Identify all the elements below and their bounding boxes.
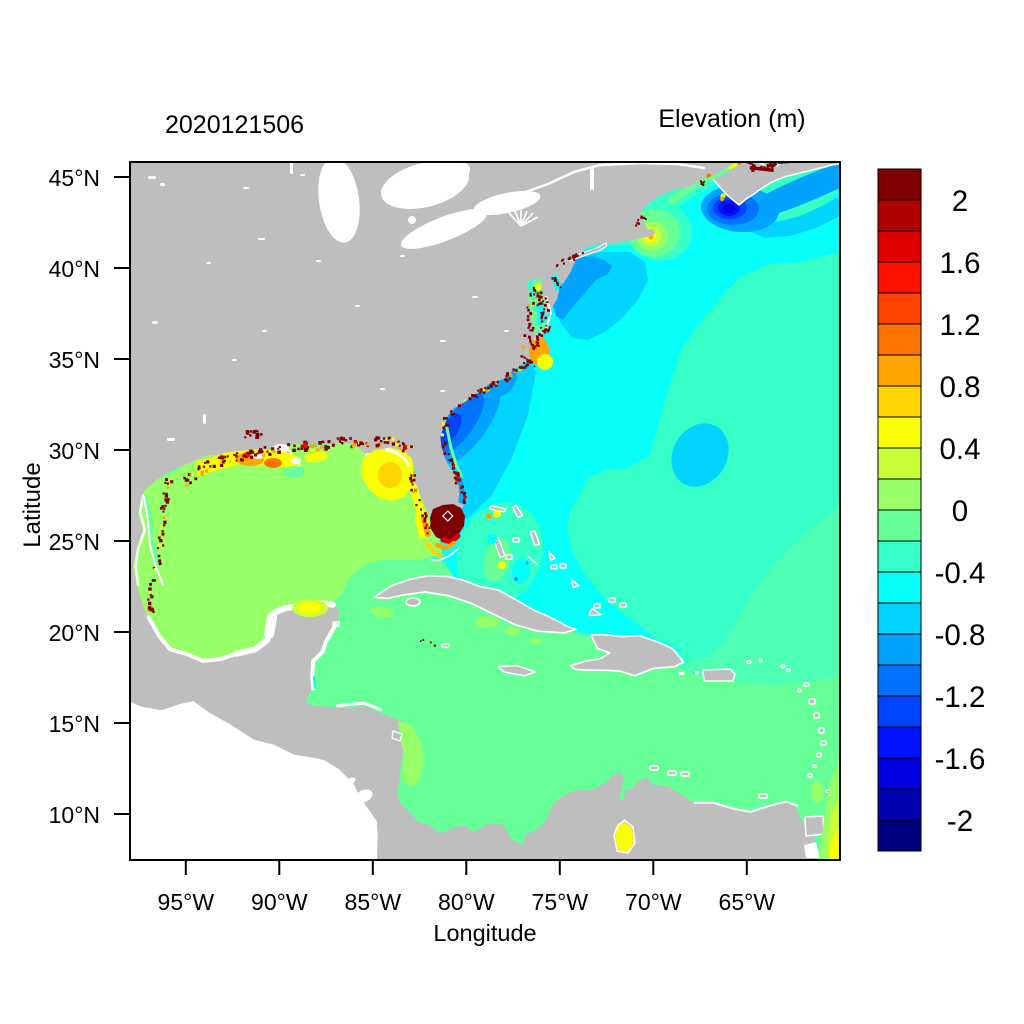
svg-text:1.6: 1.6 — [939, 247, 980, 280]
svg-text:Latitude: Latitude — [19, 462, 46, 547]
svg-text:95°W: 95°W — [158, 889, 215, 915]
svg-text:70°W: 70°W — [625, 889, 682, 915]
svg-text:0: 0 — [952, 495, 968, 528]
svg-text:15°N: 15°N — [49, 711, 100, 737]
svg-text:1.2: 1.2 — [939, 309, 980, 342]
svg-text:85°W: 85°W — [345, 889, 402, 915]
svg-text:2020121506: 2020121506 — [165, 111, 304, 139]
svg-text:2: 2 — [952, 185, 968, 218]
svg-text:20°N: 20°N — [49, 620, 100, 646]
svg-text:-2: -2 — [947, 805, 973, 838]
svg-text:30°N: 30°N — [49, 438, 100, 464]
svg-text:Longitude: Longitude — [433, 920, 536, 946]
svg-text:35°N: 35°N — [49, 347, 100, 373]
svg-text:Elevation (m): Elevation (m) — [658, 105, 805, 133]
svg-text:80°W: 80°W — [438, 889, 495, 915]
svg-text:75°W: 75°W — [532, 889, 589, 915]
svg-text:25°N: 25°N — [49, 529, 100, 555]
svg-text:-0.8: -0.8 — [935, 619, 986, 652]
svg-text:90°W: 90°W — [251, 889, 308, 915]
svg-text:10°N: 10°N — [49, 802, 100, 828]
svg-text:40°N: 40°N — [49, 256, 100, 282]
svg-text:0.8: 0.8 — [939, 371, 980, 404]
svg-text:-0.4: -0.4 — [935, 557, 986, 590]
svg-text:65°W: 65°W — [719, 889, 776, 915]
svg-text:-1.6: -1.6 — [935, 743, 986, 776]
svg-text:-1.2: -1.2 — [935, 681, 986, 714]
svg-text:0.4: 0.4 — [939, 433, 980, 466]
svg-text:45°N: 45°N — [49, 165, 100, 191]
